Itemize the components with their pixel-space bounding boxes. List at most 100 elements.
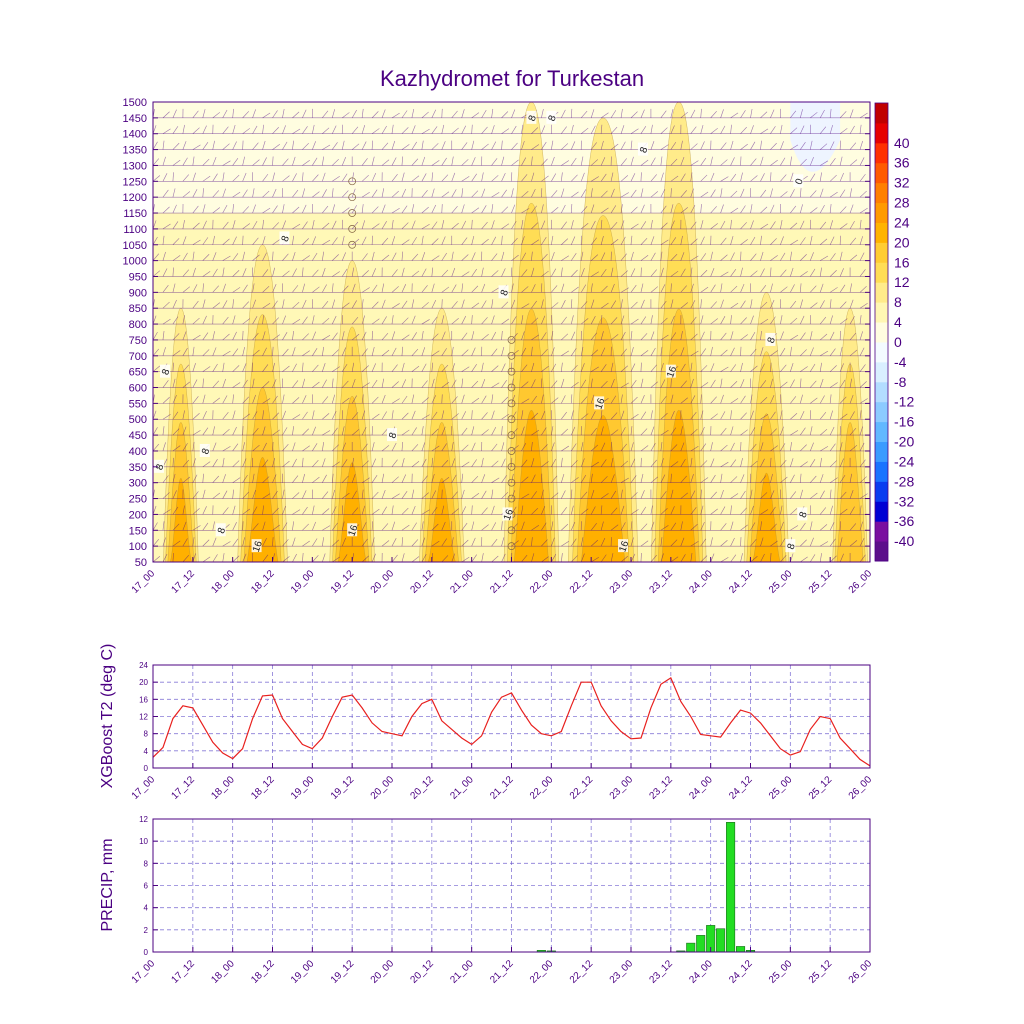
wind-barb (580, 363, 585, 372)
wind-barb (222, 362, 225, 372)
x-tick-label: 23_00 (608, 568, 636, 596)
wind-barb (262, 315, 264, 325)
wind-barb (481, 507, 488, 515)
wind-barb (809, 363, 816, 372)
wind-barb (840, 102, 841, 103)
wind-barb (282, 220, 286, 230)
wind-barb (262, 537, 267, 547)
wind-barb (680, 102, 682, 103)
wind-barb (800, 109, 803, 118)
wind-barb (580, 491, 588, 499)
wind-barb (153, 125, 157, 134)
wind-barb (700, 191, 709, 198)
wind-barb (620, 410, 625, 420)
wind-barb (381, 523, 389, 531)
wind-barb (829, 522, 835, 531)
wind-barb (700, 394, 702, 404)
wind-barb (660, 334, 669, 341)
wind-barb (182, 157, 188, 166)
wind-barb (839, 268, 844, 277)
wind-barb (292, 189, 299, 198)
wind-barb (511, 394, 516, 404)
wind-barb (501, 379, 507, 388)
wind-barb (800, 142, 806, 150)
wind-barb (471, 157, 476, 166)
wind-barb (481, 205, 487, 214)
wind-barb (302, 445, 310, 452)
wind-barb (770, 255, 778, 261)
wind-barb (800, 254, 807, 261)
wind-barb (720, 461, 729, 468)
wind-barb (302, 102, 303, 103)
wind-barb (232, 394, 234, 404)
wind-barb (153, 348, 160, 356)
wind-barb (799, 378, 802, 388)
wind-barb (620, 489, 623, 499)
wind-barb (740, 379, 745, 388)
calm-wind-marker (507, 542, 516, 550)
wind-barb (551, 554, 557, 562)
wind-barb (222, 378, 226, 388)
wind-barb (192, 102, 194, 103)
wind-barb (222, 333, 230, 341)
wind-barb (431, 457, 434, 467)
wind-barb (650, 124, 653, 134)
wind-barb (780, 236, 784, 245)
wind-barb (730, 364, 737, 372)
wind-barb (690, 553, 693, 562)
wind-barb (640, 540, 649, 547)
wind-barb (381, 237, 389, 245)
wind-barb (232, 382, 241, 388)
t2-tick-label: 24 (139, 661, 148, 670)
wind-barb (511, 316, 517, 325)
wind-barb (770, 457, 772, 467)
wind-barb (282, 299, 285, 309)
wind-barb (461, 556, 470, 562)
wind-barb (441, 269, 449, 277)
wind-barb (292, 380, 299, 388)
wind-barb (262, 398, 271, 404)
wind-barb (381, 125, 387, 134)
wind-barb (491, 427, 497, 436)
wind-barb (780, 102, 781, 103)
wind-barb (351, 143, 360, 150)
wind-barb (202, 271, 211, 277)
wind-barb (859, 269, 866, 277)
wind-barb (312, 220, 315, 229)
wind-barb (790, 442, 792, 452)
wind-barb (829, 489, 832, 499)
wind-barb (740, 395, 746, 404)
wind-barb (242, 156, 245, 166)
wind-barb (451, 396, 458, 404)
wind-barb (421, 553, 427, 562)
wind-barb (650, 381, 659, 388)
wind-barb (869, 481, 870, 483)
wind-barb (829, 253, 836, 261)
height-tick-label: 1150 (123, 208, 147, 220)
wind-barb (630, 363, 636, 372)
wind-barb (720, 299, 724, 309)
x-tick-label: 22_00 (528, 958, 556, 986)
wind-barb (153, 410, 157, 420)
wind-barb (272, 205, 278, 214)
wind-barb (819, 316, 827, 325)
contour-label-bg (502, 507, 513, 521)
wind-barb (700, 443, 707, 452)
wind-barb (541, 539, 548, 547)
wind-barb (790, 346, 792, 356)
wind-barb (541, 444, 548, 452)
wind-barb (809, 156, 814, 166)
wind-barb (431, 267, 434, 277)
wind-barb (371, 521, 374, 531)
wind-barb (869, 402, 870, 404)
wind-barb (720, 444, 728, 452)
wind-barb (580, 301, 588, 309)
wind-barb (282, 253, 289, 261)
wind-barb (650, 191, 659, 198)
wind-barb (700, 269, 708, 277)
wind-barb (451, 363, 456, 372)
wind-barb (620, 460, 629, 468)
wind-barb (800, 125, 805, 134)
wind-barb (242, 379, 248, 388)
wind-barb (819, 553, 822, 562)
